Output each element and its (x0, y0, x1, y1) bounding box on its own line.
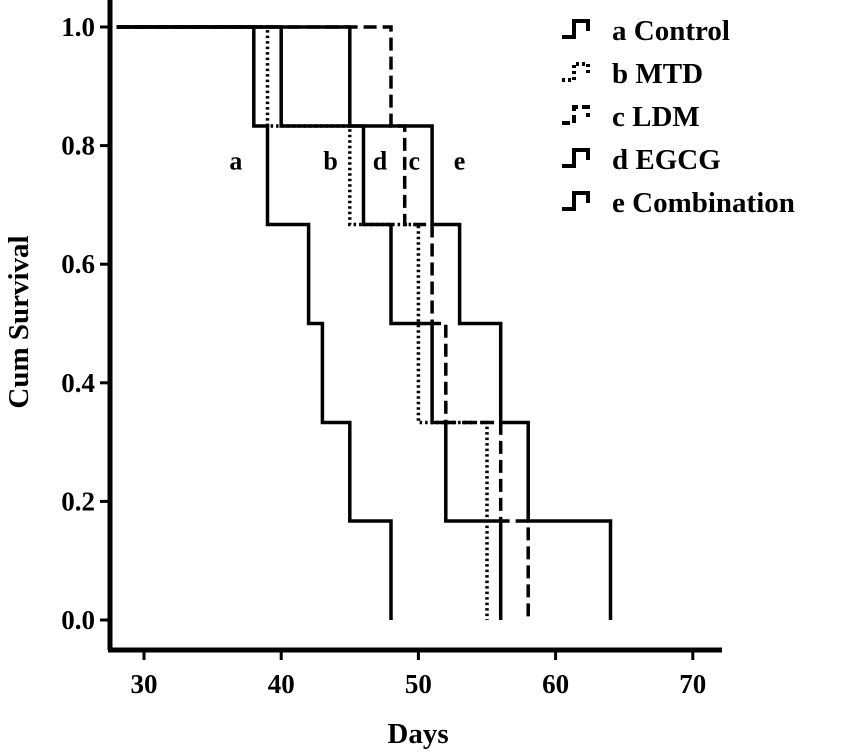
survival-curve-e (116, 25, 613, 620)
x-tick-label: 50 (405, 669, 432, 699)
legend-label-c: c LDM (612, 101, 700, 133)
curve-label-b: b (323, 146, 337, 175)
y-tick-label: 0.0 (61, 605, 95, 635)
legend-label-e: e Combination (612, 187, 795, 219)
y-tick-label: 0.4 (61, 368, 95, 398)
x-tick-label: 30 (131, 669, 158, 699)
x-ticks: 30 40 50 60 70 (131, 650, 706, 699)
survival-curve-d (116, 25, 503, 620)
legend-label-b: b MTD (612, 58, 703, 90)
survival-curve-a (116, 25, 393, 620)
y-ticks: 0.0 0.2 0.4 0.6 0.8 1.0 (61, 12, 110, 635)
survival-curves (116, 25, 613, 620)
legend-swatch-b (562, 62, 590, 82)
legend-label-a: a Control (612, 15, 730, 47)
legend-label-d: d EGCG (612, 144, 721, 176)
y-axis-title: Cum Survival (3, 235, 35, 408)
legend-swatch-c (562, 105, 590, 125)
axes (107, 0, 722, 653)
y-tick-label: 0.8 (61, 131, 95, 161)
y-tick-label: 0.2 (61, 486, 95, 516)
curve-label-c: c (409, 146, 421, 175)
x-axis-title: Days (387, 718, 448, 750)
legend-swatch-a (562, 19, 590, 39)
curve-label-d: d (373, 146, 388, 175)
curve-label-e: e (454, 146, 466, 175)
x-tick-label: 70 (679, 669, 706, 699)
legend-swatch-d (562, 148, 590, 168)
legend: a Control b MTD c LDM d EGCG e Combination (562, 15, 795, 219)
x-tick-label: 40 (268, 669, 295, 699)
y-tick-label: 0.6 (61, 249, 95, 279)
legend-swatch-e (562, 191, 590, 211)
curve-label-a: a (229, 146, 242, 175)
x-tick-label: 60 (542, 669, 569, 699)
y-tick-label: 1.0 (61, 12, 95, 42)
